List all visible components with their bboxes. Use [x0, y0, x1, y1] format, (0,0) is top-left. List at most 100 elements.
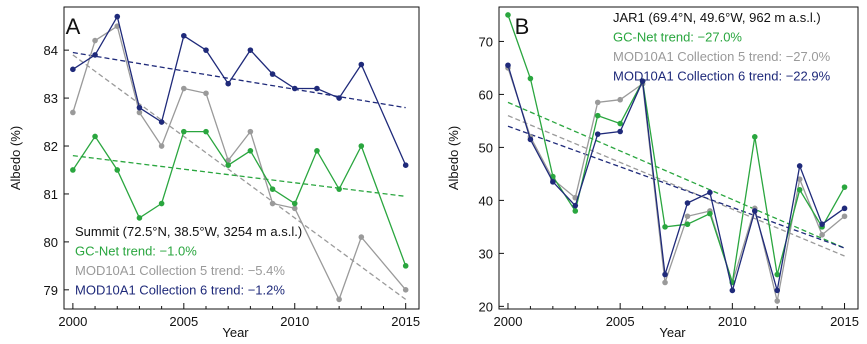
- y-tick-label: 84: [44, 43, 58, 58]
- data-point-mod5: [841, 213, 848, 220]
- data-point-mod5: [684, 213, 691, 220]
- data-point-mod5: [796, 176, 803, 182]
- data-point-mod6: [269, 71, 276, 77]
- data-point-mod6: [291, 85, 298, 92]
- y-tick-label: 30: [479, 246, 493, 261]
- data-point-gcnet: [572, 208, 579, 214]
- data-point-mod6: [774, 287, 781, 294]
- data-point-mod6: [550, 179, 556, 185]
- y-tick-label: 70: [479, 34, 493, 49]
- data-point-mod6: [247, 47, 254, 53]
- data-point-mod6: [729, 287, 736, 294]
- data-point-gcnet: [358, 143, 365, 149]
- data-point-gcnet: [796, 186, 803, 193]
- data-point-mod6: [751, 208, 758, 214]
- data-point-mod6: [707, 189, 713, 196]
- data-point-gcnet: [203, 128, 209, 135]
- y-tick-label: 40: [479, 193, 493, 208]
- series-line-mod6: [507, 65, 845, 291]
- data-point-mod5: [594, 99, 601, 106]
- trend-line-gcnet: [507, 101, 845, 249]
- trend-annotation-mod6: MOD10A1 Collection 6 trend: −1.2%: [75, 283, 285, 298]
- trend-line-gcnet: [72, 154, 406, 197]
- panel-label: A: [66, 14, 81, 39]
- annotation-title: Summit (72.5°N, 38.5°W, 3254 m a.s.l.): [75, 224, 302, 239]
- data-point-gcnet: [136, 215, 143, 221]
- data-point-gcnet: [269, 186, 276, 192]
- data-point-mod5: [225, 157, 231, 164]
- data-point-gcnet: [841, 184, 848, 190]
- data-point-mod6: [158, 119, 165, 125]
- y-tick-label: 82: [44, 139, 58, 154]
- y-axis-title: Albedo (%): [446, 126, 461, 190]
- data-point-mod6: [527, 136, 534, 143]
- data-point-mod5: [358, 234, 365, 240]
- data-point-mod5: [92, 37, 98, 44]
- y-axis-title: Albedo (%): [8, 126, 23, 190]
- series-line-mod5: [72, 25, 407, 302]
- y-tick-label: 60: [479, 87, 493, 102]
- y-tick-label: 83: [44, 91, 58, 106]
- y-tick-label: 79: [44, 283, 58, 298]
- data-point-gcnet: [527, 75, 534, 82]
- data-point-mod6: [819, 221, 825, 228]
- x-tick-label: 2005: [606, 314, 635, 329]
- data-point-mod5: [291, 205, 298, 212]
- data-point-gcnet: [662, 224, 668, 230]
- data-point-mod6: [841, 205, 848, 212]
- data-point-mod6: [225, 80, 231, 87]
- data-point-gcnet: [774, 271, 781, 278]
- x-tick-label: 2000: [494, 314, 523, 329]
- series-line-mod5: [507, 67, 845, 302]
- trend-annotation-gcnet: GC-Net trend: −27.0%: [613, 30, 742, 45]
- data-point-mod5: [819, 232, 825, 238]
- data-point-mod6: [181, 32, 187, 39]
- data-point-mod6: [572, 202, 579, 209]
- data-point-mod6: [505, 62, 511, 69]
- data-point-mod6: [358, 61, 365, 68]
- data-point-mod6: [796, 163, 803, 169]
- trend-line-mod5: [72, 54, 407, 300]
- y-tick-label: 20: [479, 299, 493, 314]
- data-point-mod6: [662, 271, 668, 278]
- data-point-mod5: [774, 298, 781, 304]
- x-tick-label: 2005: [169, 314, 198, 329]
- data-point-gcnet: [684, 221, 691, 228]
- data-point-mod5: [247, 128, 254, 135]
- data-point-gcnet: [181, 128, 187, 135]
- x-axis-title: Year: [222, 325, 249, 339]
- data-point-gcnet: [402, 263, 409, 269]
- data-point-mod5: [203, 90, 209, 97]
- trend-annotation-gcnet: GC-Net trend: −1.0%: [75, 244, 197, 259]
- trend-annotation-mod5: MOD10A1 Collection 5 trend: −5.4%: [75, 263, 285, 278]
- data-point-mod6: [136, 104, 143, 111]
- data-point-mod5: [662, 279, 668, 286]
- data-point-mod5: [136, 109, 143, 116]
- data-point-gcnet: [505, 12, 511, 18]
- trend-annotation-mod6: MOD10A1 Collection 6 trend: −22.9%: [613, 69, 831, 84]
- data-point-mod6: [684, 200, 691, 206]
- plot-frame: [498, 6, 859, 310]
- data-point-mod6: [594, 131, 601, 137]
- series-line-mod6: [72, 14, 407, 166]
- data-point-gcnet: [314, 148, 320, 154]
- x-tick-label: 2015: [391, 314, 420, 329]
- data-point-mod6: [92, 52, 98, 58]
- data-point-gcnet: [617, 120, 623, 127]
- data-point-mod6: [336, 95, 342, 101]
- data-point-mod6: [203, 47, 209, 53]
- data-point-mod5: [336, 296, 342, 303]
- data-point-gcnet: [707, 210, 713, 217]
- trend-annotation-mod5: MOD10A1 Collection 5 trend: −27.0%: [613, 49, 831, 64]
- trend-line-mod5: [507, 115, 845, 257]
- panel-label: B: [515, 14, 530, 39]
- y-tick-label: 50: [479, 140, 493, 155]
- data-point-gcnet: [291, 200, 298, 207]
- data-point-mod6: [314, 85, 320, 92]
- data-point-gcnet: [594, 112, 601, 119]
- x-axis-title: Year: [659, 325, 686, 339]
- x-tick-label: 2015: [830, 314, 859, 329]
- x-tick-label: 2010: [280, 314, 309, 329]
